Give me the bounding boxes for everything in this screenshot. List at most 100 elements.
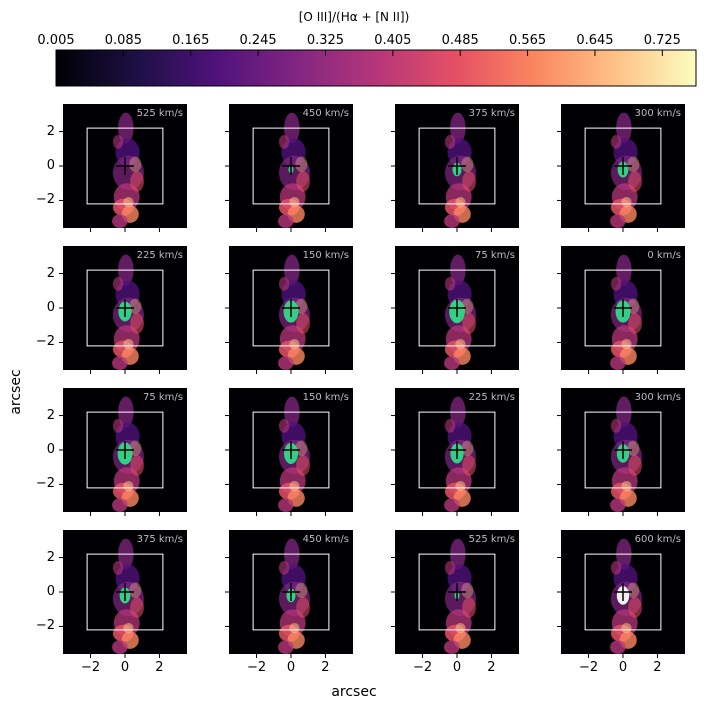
emission-region xyxy=(278,561,290,575)
emission-region xyxy=(296,313,310,334)
aperture-box xyxy=(584,269,662,347)
colorbar-tick-label: 0.005 xyxy=(37,33,75,48)
emission-region xyxy=(296,597,310,618)
velocity-panel xyxy=(391,246,519,374)
emission-region xyxy=(123,481,134,492)
colorbar-tick-label: 0.565 xyxy=(508,33,547,48)
velocity-panel xyxy=(391,530,519,658)
x-tick-label: −2 xyxy=(578,660,599,675)
velocity-panel xyxy=(59,104,187,232)
y-tick-label: 2 xyxy=(46,265,55,281)
emission-region xyxy=(295,156,308,173)
emission-region xyxy=(278,419,290,433)
x-tick-label: 2 xyxy=(653,660,662,675)
emission-region xyxy=(628,171,642,192)
panel-velocity-label: 525 km/s xyxy=(136,108,183,119)
aperture-box xyxy=(252,411,330,489)
emission-region xyxy=(621,197,632,208)
emission-region xyxy=(130,171,144,192)
emission-region xyxy=(129,298,142,315)
panel-velocity-label: 450 km/s xyxy=(302,108,349,119)
velocity-panel xyxy=(557,104,685,232)
x-tick-label: 0 xyxy=(120,660,130,675)
aperture-box xyxy=(252,553,330,631)
emission-region xyxy=(444,498,460,512)
x-tick-label: −2 xyxy=(246,660,267,675)
colorbar-tick-label: 0.245 xyxy=(239,33,277,48)
emission-region xyxy=(627,156,640,173)
y-tick-label: 0 xyxy=(46,300,55,315)
emission-region xyxy=(123,623,134,634)
emission-region xyxy=(610,277,622,291)
colorbar-tick-label: 0.645 xyxy=(576,33,614,48)
emission-region xyxy=(628,597,642,618)
panel-velocity-label: 375 km/s xyxy=(136,534,183,545)
colorbar-tick-label: 0.725 xyxy=(643,33,681,48)
emission-region xyxy=(278,214,294,228)
emission-region xyxy=(112,640,128,654)
panel-grid xyxy=(59,104,685,658)
y-tick-label: −2 xyxy=(35,192,55,208)
panel-velocity-label: 225 km/s xyxy=(468,392,515,403)
colorbar-tick-label: 0.405 xyxy=(374,33,412,48)
panel-velocity-label: 0 km/s xyxy=(647,250,681,261)
emission-region xyxy=(112,561,124,575)
x-tick-label: −2 xyxy=(412,660,433,675)
aperture-box xyxy=(418,269,496,347)
emission-region xyxy=(627,440,640,457)
emission-region xyxy=(610,356,626,370)
aperture-box xyxy=(86,553,164,631)
emission-region xyxy=(462,597,476,618)
emission-region xyxy=(296,455,310,476)
emission-region xyxy=(444,135,456,149)
x-tick-label: 2 xyxy=(487,660,496,675)
aperture-box xyxy=(252,127,330,205)
colorbar xyxy=(55,49,697,87)
emission-region xyxy=(129,582,142,599)
emission-region xyxy=(112,356,128,370)
y-tick-label: 0 xyxy=(46,158,55,173)
y-tick-label: 0 xyxy=(46,584,55,599)
emission-region xyxy=(461,582,474,599)
emission-region xyxy=(610,214,626,228)
emission-region xyxy=(112,277,124,291)
panel-velocity-label: 450 km/s xyxy=(302,534,349,545)
emission-region xyxy=(123,197,134,208)
emission-region xyxy=(295,582,308,599)
emission-region xyxy=(610,419,622,433)
velocity-panel xyxy=(557,246,685,374)
aperture-box xyxy=(86,411,164,489)
aperture-box xyxy=(86,127,164,205)
emission-region xyxy=(289,623,300,634)
emission-region xyxy=(130,313,144,334)
panel-velocity-label: 525 km/s xyxy=(468,534,515,545)
colorbar-tick-label: 0.325 xyxy=(306,33,345,48)
emission-region xyxy=(621,339,632,350)
emission-region xyxy=(610,561,622,575)
emission-region xyxy=(129,156,142,173)
emission-region xyxy=(278,356,294,370)
colorbar-tick-label: 0.085 xyxy=(104,33,142,48)
emission-region xyxy=(112,214,128,228)
y-tick-label: 2 xyxy=(46,123,55,139)
emission-region xyxy=(461,440,474,457)
y-tick-label: 2 xyxy=(46,407,55,423)
y-tick-label: −2 xyxy=(35,476,55,492)
x-tick-label: 0 xyxy=(286,660,296,675)
panel-velocity-label: 225 km/s xyxy=(136,250,183,261)
aperture-box xyxy=(86,269,164,347)
emission-region xyxy=(462,171,476,192)
aperture-box xyxy=(418,411,496,489)
colorbar-tick-label: 0.485 xyxy=(441,33,479,48)
emission-region xyxy=(296,171,310,192)
emission-region xyxy=(621,481,632,492)
emission-region xyxy=(278,277,290,291)
colorbar-label: [O III]/(Hα + [N II]) xyxy=(298,10,410,24)
emission-region xyxy=(462,455,476,476)
aperture-box xyxy=(418,127,496,205)
y-axis-label: arcsec xyxy=(8,369,24,415)
aperture-box xyxy=(418,553,496,631)
emission-region xyxy=(112,498,128,512)
panel-velocity-label: 300 km/s xyxy=(634,108,681,119)
